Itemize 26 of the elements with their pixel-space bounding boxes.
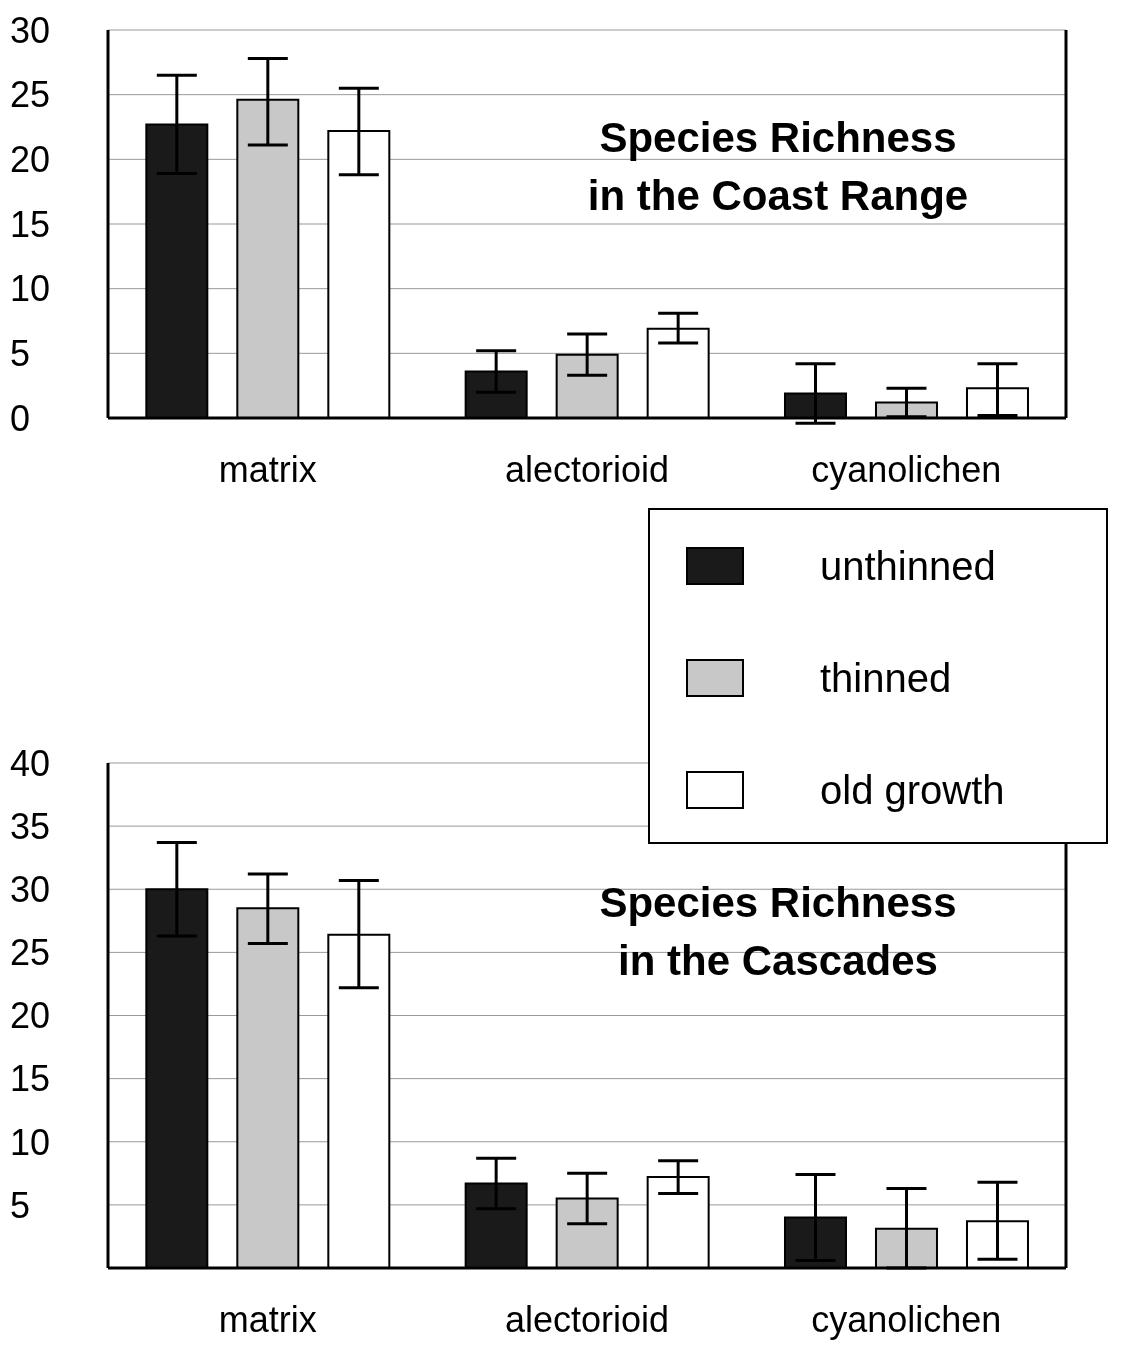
x-tick-label: cyanolichen xyxy=(811,1298,1002,1340)
text: Species Richness in the Coast Range xyxy=(586,112,970,221)
y-tick-label: 10 xyxy=(10,268,51,310)
y-tick-label: 25 xyxy=(10,932,51,974)
y-tick-label: 20 xyxy=(10,139,51,181)
x-tick-label: alectorioid xyxy=(504,448,670,490)
y-tick-label: 5 xyxy=(10,1184,31,1226)
legend-label: unthinned xyxy=(820,543,996,589)
x-tick-label: matrix xyxy=(218,1298,317,1340)
x-tick-label: alectorioid xyxy=(504,1298,670,1340)
y-tick-label: 15 xyxy=(10,1058,51,1100)
y-tick-label: 0 xyxy=(10,397,31,439)
y-tick-label: 25 xyxy=(10,74,51,116)
y-tick-label: 20 xyxy=(10,995,51,1037)
y-tick-label: 15 xyxy=(10,203,51,245)
text: Species Richness in the Cascades xyxy=(598,878,958,987)
x-tick-label: cyanolichen xyxy=(811,448,1002,490)
y-tick-label: 35 xyxy=(10,805,51,847)
y-tick-label: 40 xyxy=(10,742,51,784)
x-tick-label: matrix xyxy=(218,448,317,490)
y-tick-label: 30 xyxy=(10,9,51,51)
legend-label: old growth xyxy=(820,767,1005,813)
y-tick-label: 5 xyxy=(10,333,31,375)
y-tick-label: 30 xyxy=(10,869,51,911)
y-tick-label: 10 xyxy=(10,1121,51,1163)
legend-label: thinned xyxy=(820,655,952,701)
